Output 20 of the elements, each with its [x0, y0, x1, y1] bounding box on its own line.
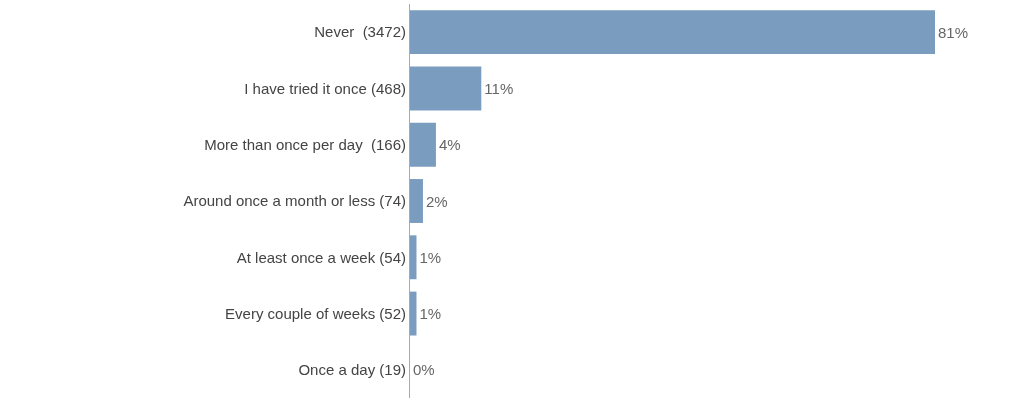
data-label: 11% — [484, 79, 514, 97]
y-tick-label: Once a day (19) — [298, 361, 406, 379]
data-label: 4% — [438, 136, 461, 154]
y-tick-label: More than once per day (166) — [204, 135, 406, 153]
y-tick-label: At least once a week (54) — [236, 248, 406, 266]
bar — [410, 179, 423, 223]
bar — [410, 66, 482, 111]
y-tick-label: I have tried it once (468) — [244, 79, 406, 97]
data-label: 1% — [419, 305, 442, 323]
bar — [410, 235, 417, 280]
data-label: 0% — [413, 361, 435, 379]
data-label: 1% — [419, 248, 442, 266]
y-tick-label: Around once a month or less (74) — [183, 192, 406, 210]
data-label: 81% — [938, 23, 969, 41]
bar — [410, 10, 935, 55]
data-label: 2% — [425, 192, 448, 210]
bar — [410, 291, 417, 336]
y-tick-label: Never (3472) — [314, 23, 406, 41]
bar — [410, 122, 436, 167]
y-tick-label: Every couple of weeks (52) — [225, 304, 406, 322]
